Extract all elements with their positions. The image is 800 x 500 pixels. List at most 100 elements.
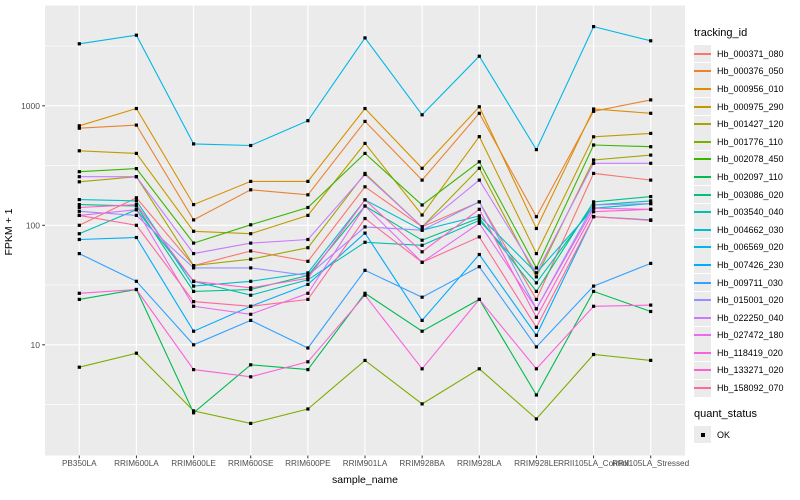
- legend-key-swatch: [694, 62, 711, 80]
- legend-panel: tracking_id Hb_000371_080 Hb_000376_050 Hb…: [694, 26, 800, 444]
- data-point: [134, 196, 138, 200]
- data-point: [363, 204, 367, 208]
- data-point: [249, 375, 253, 379]
- data-point: [249, 223, 253, 227]
- legend-key-swatch: [694, 256, 711, 274]
- x-axis-title: sample_name: [332, 474, 398, 486]
- legend-key-swatch: [694, 98, 711, 116]
- data-point: [649, 195, 653, 199]
- data-point: [134, 33, 138, 37]
- black-point-icon: [700, 432, 705, 437]
- data-point: [306, 282, 310, 286]
- data-point: [592, 304, 596, 308]
- x-tick-label: RRII105LA_Stressed: [612, 459, 689, 468]
- x-tick-label: PB350LA: [62, 459, 97, 468]
- data-point: [249, 179, 253, 183]
- legend-item: Hb_009711_030: [694, 274, 800, 292]
- data-point: [592, 352, 596, 357]
- data-point: [649, 161, 653, 165]
- data-point: [534, 289, 538, 293]
- data-point: [77, 126, 81, 130]
- legend-key-line-icon: [694, 87, 711, 90]
- quant-status-legend-title: quant_status: [694, 407, 757, 420]
- legend-item-label: Hb_006569_020: [717, 242, 784, 253]
- data-point: [363, 119, 367, 123]
- data-point: [134, 167, 138, 171]
- data-point: [649, 309, 653, 314]
- data-point: [249, 421, 253, 425]
- legend-key-line-icon: [694, 158, 711, 161]
- legend-item: Hb_006569_020: [694, 238, 800, 257]
- data-point: [306, 407, 310, 411]
- data-point: [134, 208, 138, 212]
- x-tick-label: RRIM928LE: [514, 459, 559, 468]
- data-point: [477, 54, 481, 58]
- legend-item-label: Hb_000956_010: [717, 83, 784, 94]
- data-point: [534, 325, 538, 329]
- legend-key-swatch: [694, 326, 711, 344]
- legend-key-line-icon: [694, 228, 711, 231]
- data-point: [192, 203, 196, 207]
- data-point: [77, 42, 81, 46]
- data-point: [420, 260, 424, 264]
- data-point: [77, 175, 81, 179]
- legend-item: Hb_003086_020: [694, 186, 800, 204]
- data-point: [649, 261, 653, 265]
- data-point: [363, 198, 367, 202]
- data-point: [192, 284, 196, 288]
- data-point: [249, 304, 253, 308]
- legend-item-label: Hb_133271_020: [717, 365, 784, 376]
- x-tick-label: RRIM600LE: [171, 459, 216, 468]
- data-point: [592, 161, 596, 165]
- data-point: [249, 249, 253, 253]
- data-point: [192, 329, 196, 333]
- data-point: [77, 223, 81, 227]
- data-point: [77, 232, 81, 236]
- data-point: [649, 98, 653, 102]
- data-point: [306, 193, 310, 197]
- data-point: [477, 200, 481, 204]
- data-point: [249, 143, 253, 148]
- data-point: [592, 158, 596, 162]
- legend-item: Hb_000371_080: [694, 45, 800, 63]
- data-point: [77, 237, 81, 242]
- legend-item: Hb_000975_290: [694, 98, 800, 116]
- data-point: [363, 141, 367, 145]
- data-point: [134, 213, 138, 217]
- data-point: [477, 105, 481, 109]
- data-point: [592, 143, 596, 147]
- data-point: [192, 279, 196, 283]
- data-point: [363, 185, 367, 189]
- data-point: [534, 226, 538, 231]
- legend-item: Hb_002078_450: [694, 150, 800, 169]
- data-point: [477, 252, 481, 257]
- data-point: [363, 151, 367, 155]
- data-point: [134, 235, 138, 240]
- data-point: [77, 365, 81, 369]
- data-point: [363, 225, 367, 229]
- data-point: [77, 291, 81, 295]
- legend-item-label: Hb_002097_110: [717, 171, 783, 182]
- data-point: [592, 109, 596, 113]
- data-point: [134, 203, 138, 207]
- data-point: [420, 228, 424, 232]
- legend-key-swatch: [694, 186, 711, 204]
- legend-key-line-icon: [694, 334, 711, 337]
- data-point: [477, 135, 481, 139]
- data-point: [534, 281, 538, 285]
- data-point: [649, 178, 653, 182]
- data-point: [534, 275, 538, 279]
- x-tick-label: RRIM600SE: [228, 459, 274, 468]
- legend-item-label: Hb_000371_080: [717, 48, 784, 59]
- data-point: [592, 215, 596, 219]
- data-point: [77, 124, 81, 128]
- data-point: [363, 36, 367, 40]
- data-point: [306, 259, 310, 263]
- data-point: [649, 131, 653, 135]
- data-point: [192, 289, 196, 293]
- legend-item: Hb_027472_180: [694, 326, 800, 345]
- data-point: [534, 266, 538, 270]
- data-point: [477, 297, 481, 301]
- data-point: [420, 113, 424, 117]
